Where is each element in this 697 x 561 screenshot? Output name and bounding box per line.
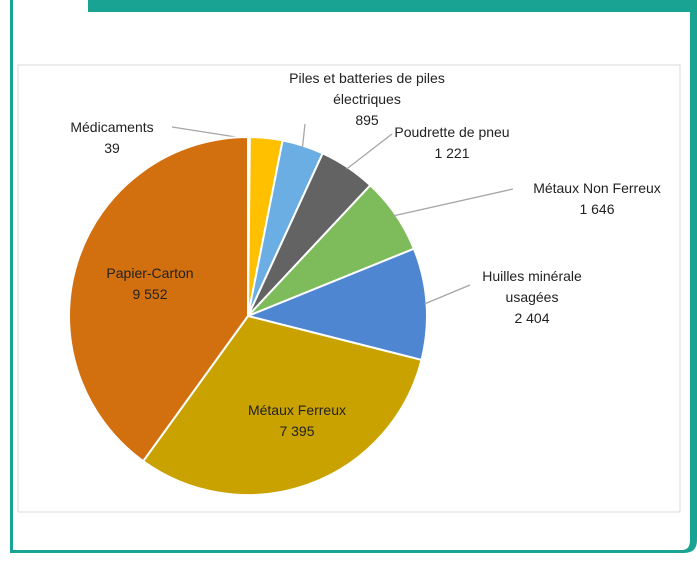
data-label-name: Poudrette de pneu [394, 124, 510, 140]
data-label-value: 2 404 [514, 310, 550, 326]
pie-slice [68, 135, 249, 463]
data-label-value: 1 646 [579, 201, 615, 217]
leader-line [424, 284, 471, 305]
data-label-name: Médicaments [70, 119, 154, 135]
pie-slice [141, 314, 423, 496]
data-label-value: 39 [104, 140, 120, 156]
leader-line [393, 188, 514, 217]
data-label-value: 895 [355, 112, 379, 128]
data-label-name: Métaux Non Ferreux [533, 180, 661, 196]
data-label-name: Piles et batteries de piles électriques [289, 70, 445, 107]
leader-line [346, 133, 393, 170]
data-label-value: 9 552 [132, 286, 168, 302]
leader-line [301, 123, 306, 148]
data-label-name: Huilles minérale usagées [482, 268, 582, 305]
data-label-value: 1 221 [434, 145, 470, 161]
data-label-value: 7 395 [279, 423, 315, 439]
data-label-name: Papier-Carton [106, 265, 194, 281]
data-label-name: Métaux Ferreux [247, 402, 347, 418]
